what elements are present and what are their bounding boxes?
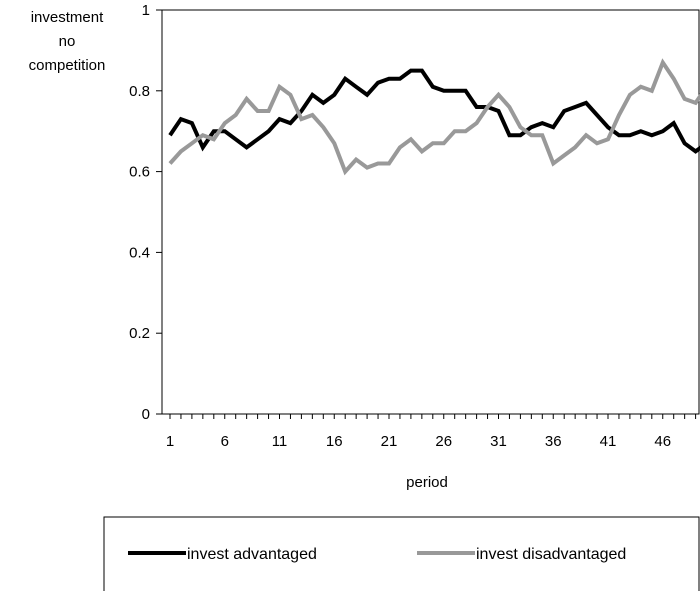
legend-label-advantaged: invest advantaged (187, 546, 317, 563)
x-axis-ticks: 1 6 11 16 21 26 31 36 41 46 (166, 414, 697, 450)
axes (161, 9, 700, 415)
legend: invest advantaged invest disadvantaged (103, 516, 700, 591)
x-tick-label: 46 (654, 433, 671, 450)
y-tick-label: 0.2 (129, 325, 150, 342)
y-tick-label: 0 (142, 406, 150, 423)
x-tick-label: 16 (326, 433, 343, 450)
series-line-invest-advantaged (168, 68, 700, 154)
x-tick-label: 36 (545, 433, 562, 450)
plot-frame (161, 9, 700, 415)
y-axis-ticks: 0 0.2 0.4 0.6 0.8 1 (129, 2, 162, 423)
x-axis-title: period (406, 474, 448, 491)
y-tick-label: 0.6 (129, 164, 150, 181)
y-axis-title-line-2: no (59, 33, 76, 50)
y-tick-label: 0.4 (129, 244, 150, 261)
legend-label-disadvantaged: invest disadvantaged (476, 546, 626, 563)
y-axis-title-line-1: investment (31, 9, 104, 26)
x-tick-label: 1 (166, 433, 174, 450)
x-tick-label: 26 (435, 433, 452, 450)
y-tick-label: 1 (142, 2, 150, 19)
x-tick-label: 21 (381, 433, 398, 450)
x-tick-label: 31 (490, 433, 507, 450)
series-lines (168, 58, 700, 176)
y-axis-title-line-3: competition (29, 57, 106, 74)
legend-box (103, 516, 700, 591)
x-tick-label: 41 (600, 433, 617, 450)
y-tick-label: 0.8 (129, 83, 150, 100)
series-line-invest-disadvantaged (168, 58, 700, 176)
x-tick-label: 11 (272, 433, 288, 450)
x-tick-label: 6 (221, 433, 229, 450)
